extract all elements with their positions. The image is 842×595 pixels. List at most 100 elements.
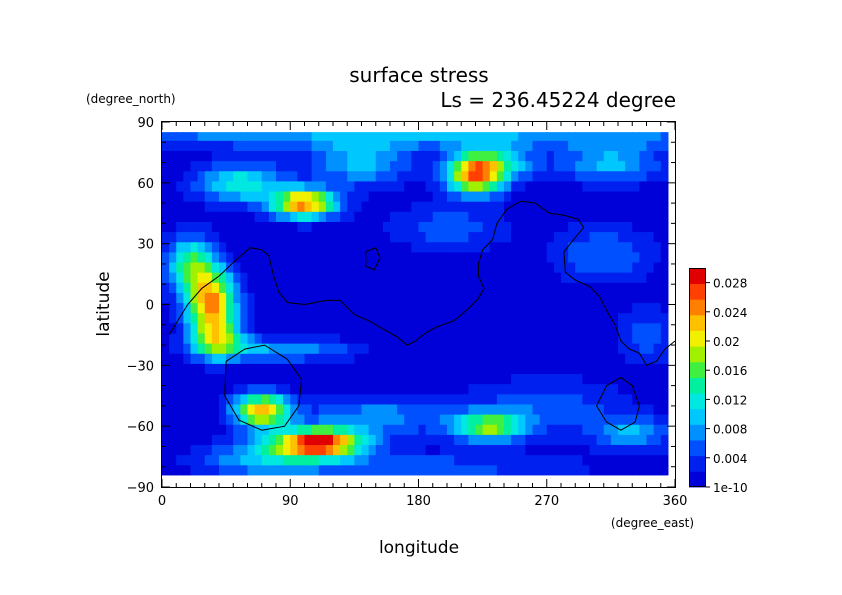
heatmap-cell [347,393,355,405]
heatmap-cell [553,302,562,314]
heatmap-cell [219,353,227,364]
heatmap-cell [368,201,377,212]
heatmap-cell [539,180,548,192]
heatmap-cell [511,211,519,222]
heatmap-cell [432,403,441,415]
heatmap-cell [375,241,384,253]
heatmap-cell [468,251,477,263]
heatmap-cell [276,414,284,425]
heatmap-cell [368,221,377,233]
heatmap-cell [276,272,284,283]
heatmap-cell [183,403,192,415]
heatmap-cell [397,170,405,182]
heatmap-cell [404,322,412,334]
heatmap-cell [511,241,519,253]
heatmap-cell [504,201,512,212]
heatmap-cell [268,464,277,476]
heatmap-cell [632,282,640,293]
heatmap-cell [361,282,370,293]
heatmap-cell [432,312,441,324]
y-tick-label: −90 [127,481,154,496]
heatmap-cell [169,231,177,243]
heatmap-cell [325,132,334,141]
heatmap-cell [418,454,427,466]
heatmap-cell [162,373,170,385]
heatmap-cell [432,302,441,314]
heatmap-cell [575,332,583,344]
heatmap-cell [347,383,355,395]
heatmap-cell [425,302,434,314]
heatmap-cell [247,231,256,243]
heatmap-cell [162,353,170,364]
heatmap-cell [197,312,206,324]
heatmap-cell [347,180,355,192]
heatmap-cell [653,140,662,151]
heatmap-cell [518,150,526,162]
heatmap-cell [603,383,612,395]
heatmap-cell [333,221,341,233]
heatmap-cell [233,261,241,273]
heatmap-cell [653,434,662,446]
heatmap-cell [511,383,519,395]
heatmap-cell [553,312,562,324]
heatmap-cell [340,170,348,182]
heatmap-cell [660,272,669,283]
heatmap-cell [532,251,541,263]
heatmap-cell [254,180,263,192]
heatmap-cell [468,241,477,253]
heatmap-cell [268,221,277,233]
heatmap-cell [382,272,391,283]
heatmap-cell [233,231,241,243]
heatmap-cell [475,363,484,375]
heatmap-cell [582,231,591,243]
heatmap-cell [539,312,548,324]
heatmap-cell [603,292,612,304]
heatmap-cell [183,241,192,253]
heatmap-cell [261,201,270,212]
heatmap-cell [261,332,270,344]
heatmap-cell [468,282,477,293]
heatmap-cell [660,251,669,263]
heatmap-cell [439,140,448,151]
heatmap-cell [276,282,284,293]
heatmap-cell [347,241,355,253]
heatmap-cell [226,393,234,405]
heatmap-cell [575,312,583,324]
heatmap-cell [439,332,448,344]
heatmap-cell [247,363,256,375]
heatmap-cell [382,132,391,141]
heatmap-cell [354,231,363,243]
heatmap-cell [525,373,534,385]
heatmap-cell [447,170,455,182]
heatmap-cell [646,201,655,212]
heatmap-cell [660,424,669,435]
heatmap-cell [382,160,391,172]
y-tick-label: 60 [137,177,154,192]
heatmap-cell [454,383,462,395]
heatmap-cell [325,373,334,385]
heatmap-cell [276,211,284,222]
heatmap-cell [596,383,605,395]
heatmap-cell [283,241,291,253]
heatmap-cell [311,424,320,435]
heatmap-cell [297,292,306,304]
heatmap-cell [297,393,306,405]
heatmap-cell [432,332,441,344]
heatmap-cell [489,312,498,324]
heatmap-cell [496,170,505,182]
heatmap-cell [539,302,548,314]
heatmap-cell [511,150,519,162]
heatmap-cell [325,272,334,283]
heatmap-cell [610,363,619,375]
heatmap-cell [211,444,220,456]
heatmap-cell [489,190,498,202]
heatmap-cell [660,454,669,466]
heatmap-cell [162,150,170,162]
heatmap-cell [432,424,441,435]
heatmap-cell [610,373,619,385]
heatmap-cell [653,180,662,192]
heatmap-cell [404,160,412,172]
heatmap-cell [297,170,306,182]
heatmap-cell [454,424,462,435]
heatmap-cell [347,261,355,273]
